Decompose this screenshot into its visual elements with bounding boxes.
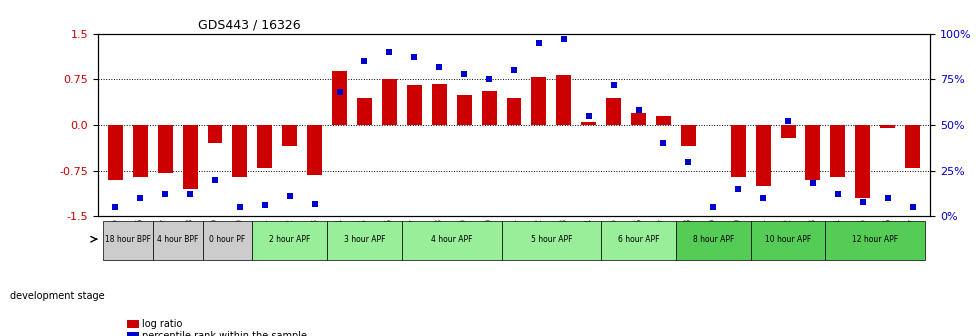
Bar [730, 125, 745, 177]
Point [605, 82, 621, 87]
Bar [127, 320, 139, 328]
Text: 5 hour APF: 5 hour APF [530, 235, 571, 244]
Point [730, 186, 745, 192]
Point [655, 140, 671, 146]
Bar [855, 125, 869, 198]
Point [530, 40, 546, 45]
Text: 18 hour BPF: 18 hour BPF [105, 235, 151, 244]
Point [680, 159, 695, 164]
Point [804, 181, 820, 186]
Text: GDS443 / 16326: GDS443 / 16326 [198, 18, 300, 31]
Point [829, 192, 845, 197]
Text: log ratio: log ratio [142, 319, 182, 329]
Bar [332, 71, 346, 125]
Text: 0 hour PF: 0 hour PF [209, 235, 245, 244]
Bar [655, 116, 670, 125]
FancyBboxPatch shape [327, 221, 401, 260]
Point [754, 196, 770, 201]
FancyBboxPatch shape [153, 221, 202, 260]
Text: 10 hour APF: 10 hour APF [764, 235, 811, 244]
Text: 6 hour APF: 6 hour APF [617, 235, 658, 244]
Text: development stage: development stage [10, 291, 105, 301]
Point [132, 196, 148, 201]
Point [481, 77, 497, 82]
Point [108, 205, 123, 210]
Bar [282, 125, 297, 146]
Bar [905, 125, 919, 168]
FancyBboxPatch shape [202, 221, 252, 260]
Bar [829, 125, 844, 177]
Bar [681, 125, 695, 146]
FancyBboxPatch shape [103, 221, 153, 260]
Point [182, 192, 198, 197]
Point [705, 205, 721, 210]
Bar [456, 94, 471, 125]
Bar [481, 91, 496, 125]
Point [157, 192, 173, 197]
Bar [631, 113, 645, 125]
Bar [232, 125, 247, 177]
Bar [257, 125, 272, 168]
Point [580, 113, 596, 119]
Bar [407, 85, 422, 125]
Point [207, 177, 223, 182]
Bar [207, 125, 222, 143]
Point [257, 203, 273, 208]
FancyBboxPatch shape [501, 221, 600, 260]
Point [381, 49, 397, 54]
Bar [381, 79, 396, 125]
Point [506, 68, 521, 73]
Point [456, 71, 471, 77]
Point [904, 205, 919, 210]
Text: 8 hour APF: 8 hour APF [691, 235, 734, 244]
Bar [127, 332, 139, 336]
Bar [879, 125, 894, 128]
Bar [133, 125, 148, 177]
Bar [183, 125, 198, 189]
FancyBboxPatch shape [252, 221, 327, 260]
Bar [157, 125, 172, 172]
Bar [605, 97, 620, 125]
Point [406, 55, 422, 60]
Bar [307, 125, 322, 175]
Text: 12 hour APF: 12 hour APF [851, 235, 898, 244]
Point [431, 64, 447, 69]
Point [854, 199, 869, 204]
Bar [805, 125, 820, 180]
Bar [755, 125, 770, 186]
Bar [357, 97, 372, 125]
FancyBboxPatch shape [600, 221, 675, 260]
Text: 3 hour APF: 3 hour APF [343, 235, 385, 244]
Point [356, 58, 372, 64]
Bar [506, 97, 521, 125]
Point [232, 205, 247, 210]
Point [879, 196, 895, 201]
FancyBboxPatch shape [675, 221, 750, 260]
Text: 2 hour APF: 2 hour APF [269, 235, 310, 244]
Bar [531, 78, 546, 125]
Point [779, 119, 795, 124]
Bar [581, 122, 596, 125]
Point [630, 108, 645, 113]
Text: 4 hour BPF: 4 hour BPF [156, 235, 199, 244]
Bar [108, 125, 122, 180]
Point [332, 89, 347, 95]
FancyBboxPatch shape [824, 221, 924, 260]
Text: 4 hour APF: 4 hour APF [430, 235, 472, 244]
Point [556, 36, 571, 42]
Point [282, 194, 297, 199]
Point [306, 201, 322, 206]
Bar [779, 125, 795, 138]
FancyBboxPatch shape [401, 221, 501, 260]
FancyBboxPatch shape [750, 221, 824, 260]
Bar [556, 75, 571, 125]
Bar [431, 84, 446, 125]
Text: percentile rank within the sample: percentile rank within the sample [142, 331, 307, 336]
